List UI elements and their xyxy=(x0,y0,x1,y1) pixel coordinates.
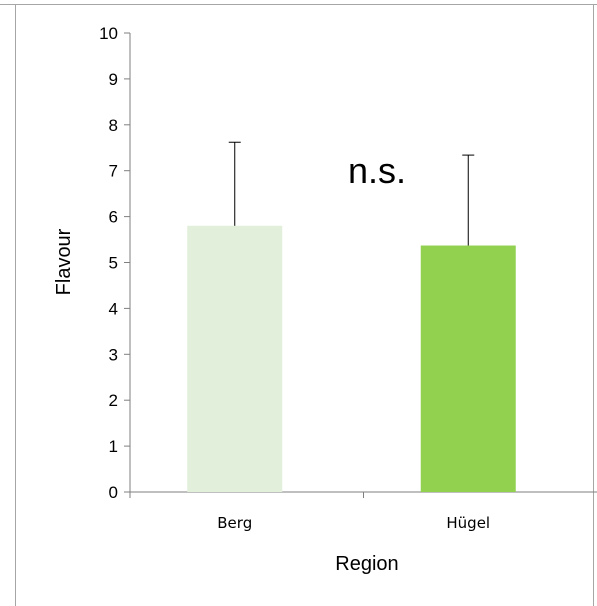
error-bars xyxy=(228,141,475,246)
y-tick-label: 4 xyxy=(109,299,118,318)
y-tick-label: 3 xyxy=(109,345,118,364)
y-tick-label: 7 xyxy=(109,162,118,181)
x-tick-label: Hügel xyxy=(446,514,490,532)
y-axis-title: Flavour xyxy=(53,228,75,295)
y-tick-label: 0 xyxy=(109,483,118,502)
significance-annotation: n.s. xyxy=(348,150,406,191)
x-axis-title: Region xyxy=(335,553,398,575)
y-axis: 0 1 2 3 4 5 6 7 8 9 10 xyxy=(99,24,131,502)
bars xyxy=(187,225,516,492)
y-tick-label: 8 xyxy=(109,116,118,135)
y-tick-label: 10 xyxy=(99,24,118,43)
x-axis: Berg Hügel xyxy=(129,491,597,532)
y-tick-label: 9 xyxy=(109,70,118,89)
bar-hügel xyxy=(420,245,516,492)
y-tick-label: 6 xyxy=(109,208,118,227)
y-tick-label: 2 xyxy=(109,391,118,410)
y-tick-label: 5 xyxy=(109,254,118,273)
y-tick-label: 1 xyxy=(109,437,118,456)
bar-berg xyxy=(187,225,283,492)
x-tick-label: Berg xyxy=(217,514,252,532)
